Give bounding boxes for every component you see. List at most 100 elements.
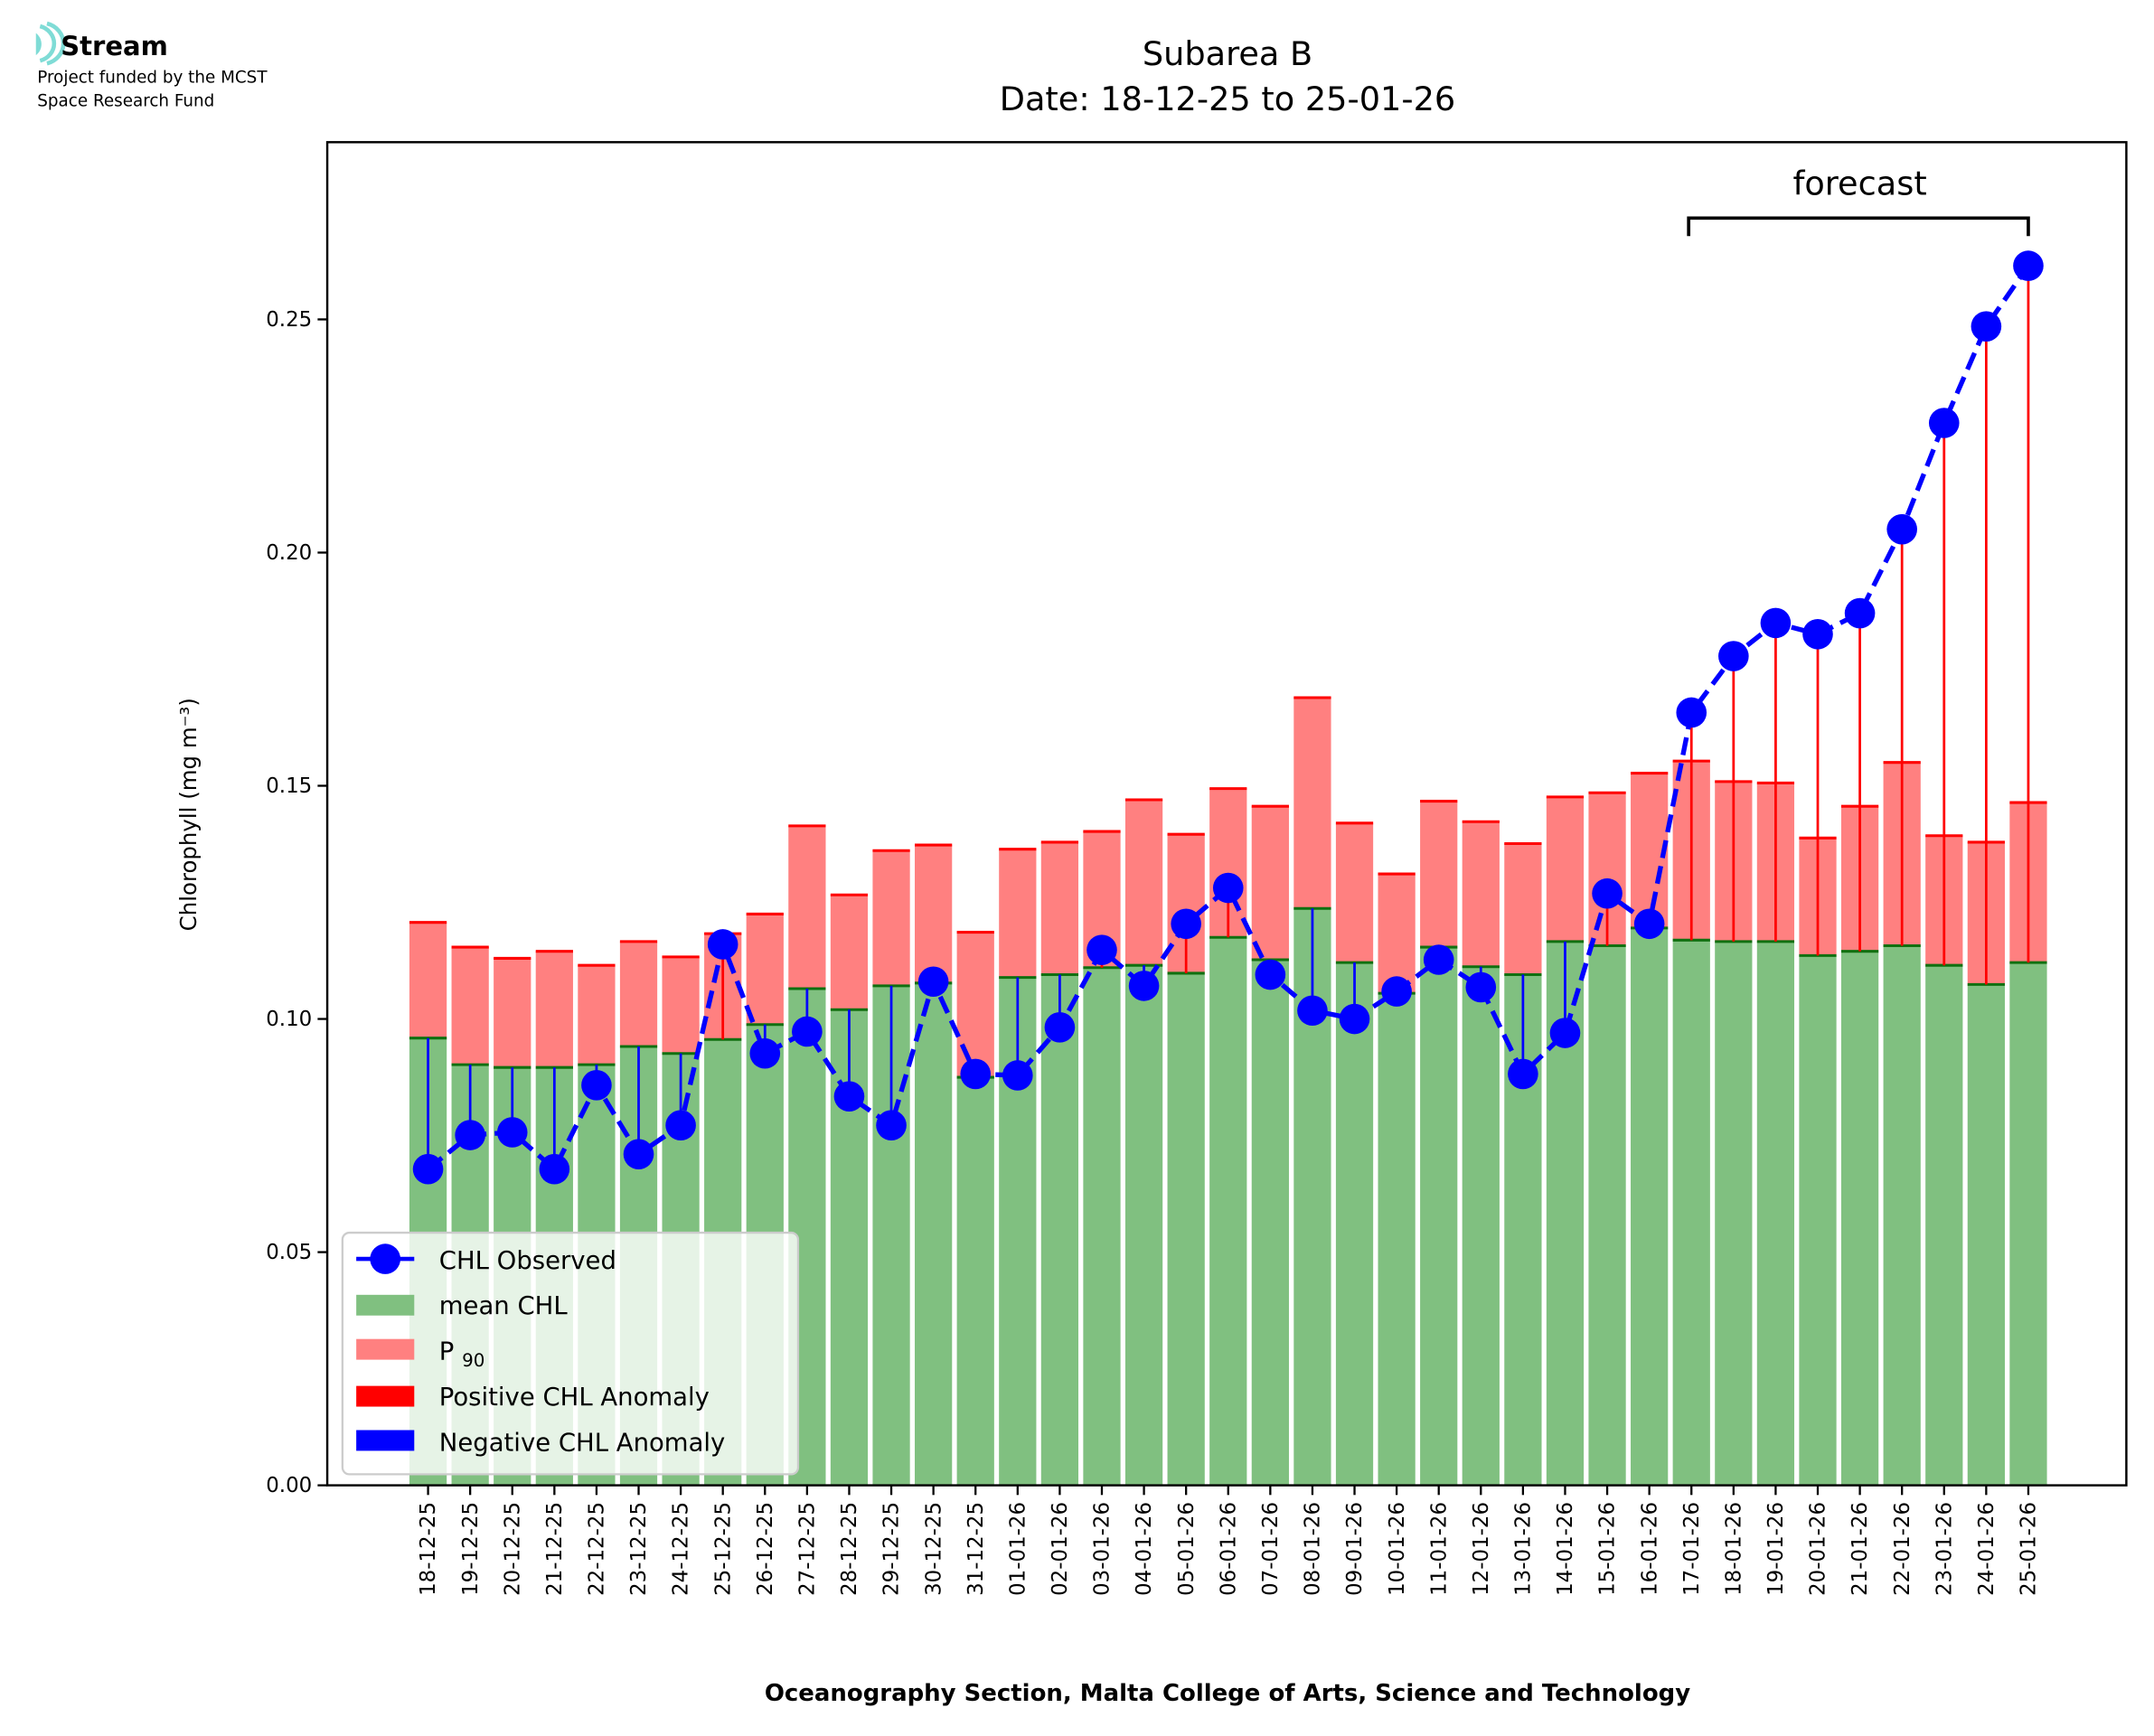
x-tick-label: 18-01-26 [1722,1502,1745,1596]
observed-point [1465,971,1497,1003]
x-tick-label: 19-12-25 [459,1502,483,1596]
observed-point [1844,597,1876,629]
mean-bar [1672,940,1710,1486]
mean-bar [1631,927,1669,1486]
observed-point [581,1070,612,1101]
p90-bar [578,965,616,1065]
observed-point [1802,618,1833,650]
logo-name: Stream [61,31,168,61]
observed-point [1086,934,1117,965]
mean-bar [1840,951,1879,1486]
observed-point [1549,1018,1581,1048]
logo: Stream Project funded by the MCST Space … [35,21,268,111]
p90-bar [409,922,447,1038]
x-tick-label: 25-12-25 [711,1502,735,1596]
observed-point [876,1110,907,1141]
mean-bar [1124,965,1163,1486]
observed-point [1633,908,1665,940]
x-tick-label: 20-12-25 [501,1502,524,1596]
x-tick-label: 06-01-26 [1217,1502,1240,1596]
mean-bar [1167,972,1205,1486]
y-axis-label: Chlorophyll (mg m⁻³) [175,698,202,931]
x-tick-label: 20-01-26 [1807,1502,1830,1596]
mean-bar [1209,937,1247,1486]
mean-bar [1925,965,1963,1486]
observed-point [749,1037,781,1069]
observed-point [1044,1012,1076,1043]
x-tick-label: 18-12-25 [417,1502,440,1596]
observed-point [2013,250,2044,281]
x-tick-label: 09-01-26 [1343,1502,1367,1596]
mean-bar [1083,967,1121,1486]
p90-bar [535,951,573,1068]
mean-bar [1967,984,2005,1486]
legend: CHL Observed mean CHL P 90 Positive CHL … [341,1231,800,1476]
p90-bar [1462,821,1500,967]
observed-point [1928,408,1960,438]
p90-bar [1504,843,1542,975]
mean-bar [1883,945,1921,1486]
x-tick-label: 13-01-26 [1512,1502,1536,1596]
logo-line2: Space Research Fund [37,92,214,111]
mean-bar [1251,959,1289,1486]
x-tick-label: 07-01-26 [1259,1502,1283,1596]
p90-bar [1293,697,1331,909]
legend-label: Positive CHL Anomaly [439,1383,710,1412]
p90-bar [915,845,953,983]
axes-frame [325,141,2128,1487]
observed-point [412,1153,444,1185]
mean-bar [1588,945,1626,1486]
x-tick-label: 28-12-25 [838,1502,861,1596]
mean-bar [1335,962,1374,1486]
mean-bar [915,982,953,1486]
p90-bar [494,958,531,1068]
y-tick-label: 0.00 [266,1474,312,1497]
x-tick-label: 26-12-25 [754,1502,777,1596]
x-tick-label: 29-12-25 [880,1502,904,1596]
mean-bar [2009,962,2047,1486]
x-tick-label: 04-01-26 [1133,1502,1156,1596]
x-tick-label: 22-12-25 [586,1502,609,1596]
x-tick-label: 31-12-25 [964,1502,988,1596]
x-tick-label: 17-01-26 [1680,1502,1704,1596]
observed-point [1212,872,1244,904]
legend-observed-marker-icon [356,1243,415,1274]
observed-point [792,1016,823,1047]
p90-bar [619,941,658,1046]
chart-title: Subarea B [1143,34,1312,73]
observed-point [1508,1058,1538,1090]
x-tick-label: 21-01-26 [1848,1502,1872,1596]
observed-point [455,1120,485,1150]
observed-point [496,1117,528,1148]
y-tick-label: 0.15 [266,774,312,798]
p90-bar [1335,822,1374,963]
x-tick-label: 21-12-25 [543,1502,567,1596]
x-tick-label: 11-01-26 [1427,1502,1451,1596]
x-tick-label: 02-01-26 [1049,1502,1072,1596]
mean-bar [1420,947,1458,1486]
x-tick-label: 27-12-25 [796,1502,820,1596]
p90-bar [999,849,1037,978]
p90-bar [1420,801,1458,948]
mean-bar [1378,993,1416,1486]
p90-bar [788,825,826,989]
p90-bar [830,895,869,1010]
observed-point [707,929,738,960]
observed-point [1592,877,1623,909]
x-tick-label: 23-12-25 [627,1502,651,1596]
x-tick-label: 05-01-26 [1175,1502,1199,1596]
legend-negative-swatch-icon [356,1430,415,1451]
observed-point [1886,513,1917,545]
p90-bar [451,947,489,1065]
stream-logo-icon [35,21,66,66]
x-tick-label: 01-01-26 [1006,1502,1030,1596]
p90-bar [1124,799,1163,966]
observed-point [1760,607,1792,639]
mean-bar [1462,966,1500,1486]
observed-point [960,1058,992,1090]
x-tick-label: 30-12-25 [922,1502,945,1596]
p90-bar [1040,841,1079,975]
p90-bar [1378,874,1416,994]
legend-mean-swatch-icon [356,1294,415,1316]
legend-label: P 90 [439,1337,485,1372]
